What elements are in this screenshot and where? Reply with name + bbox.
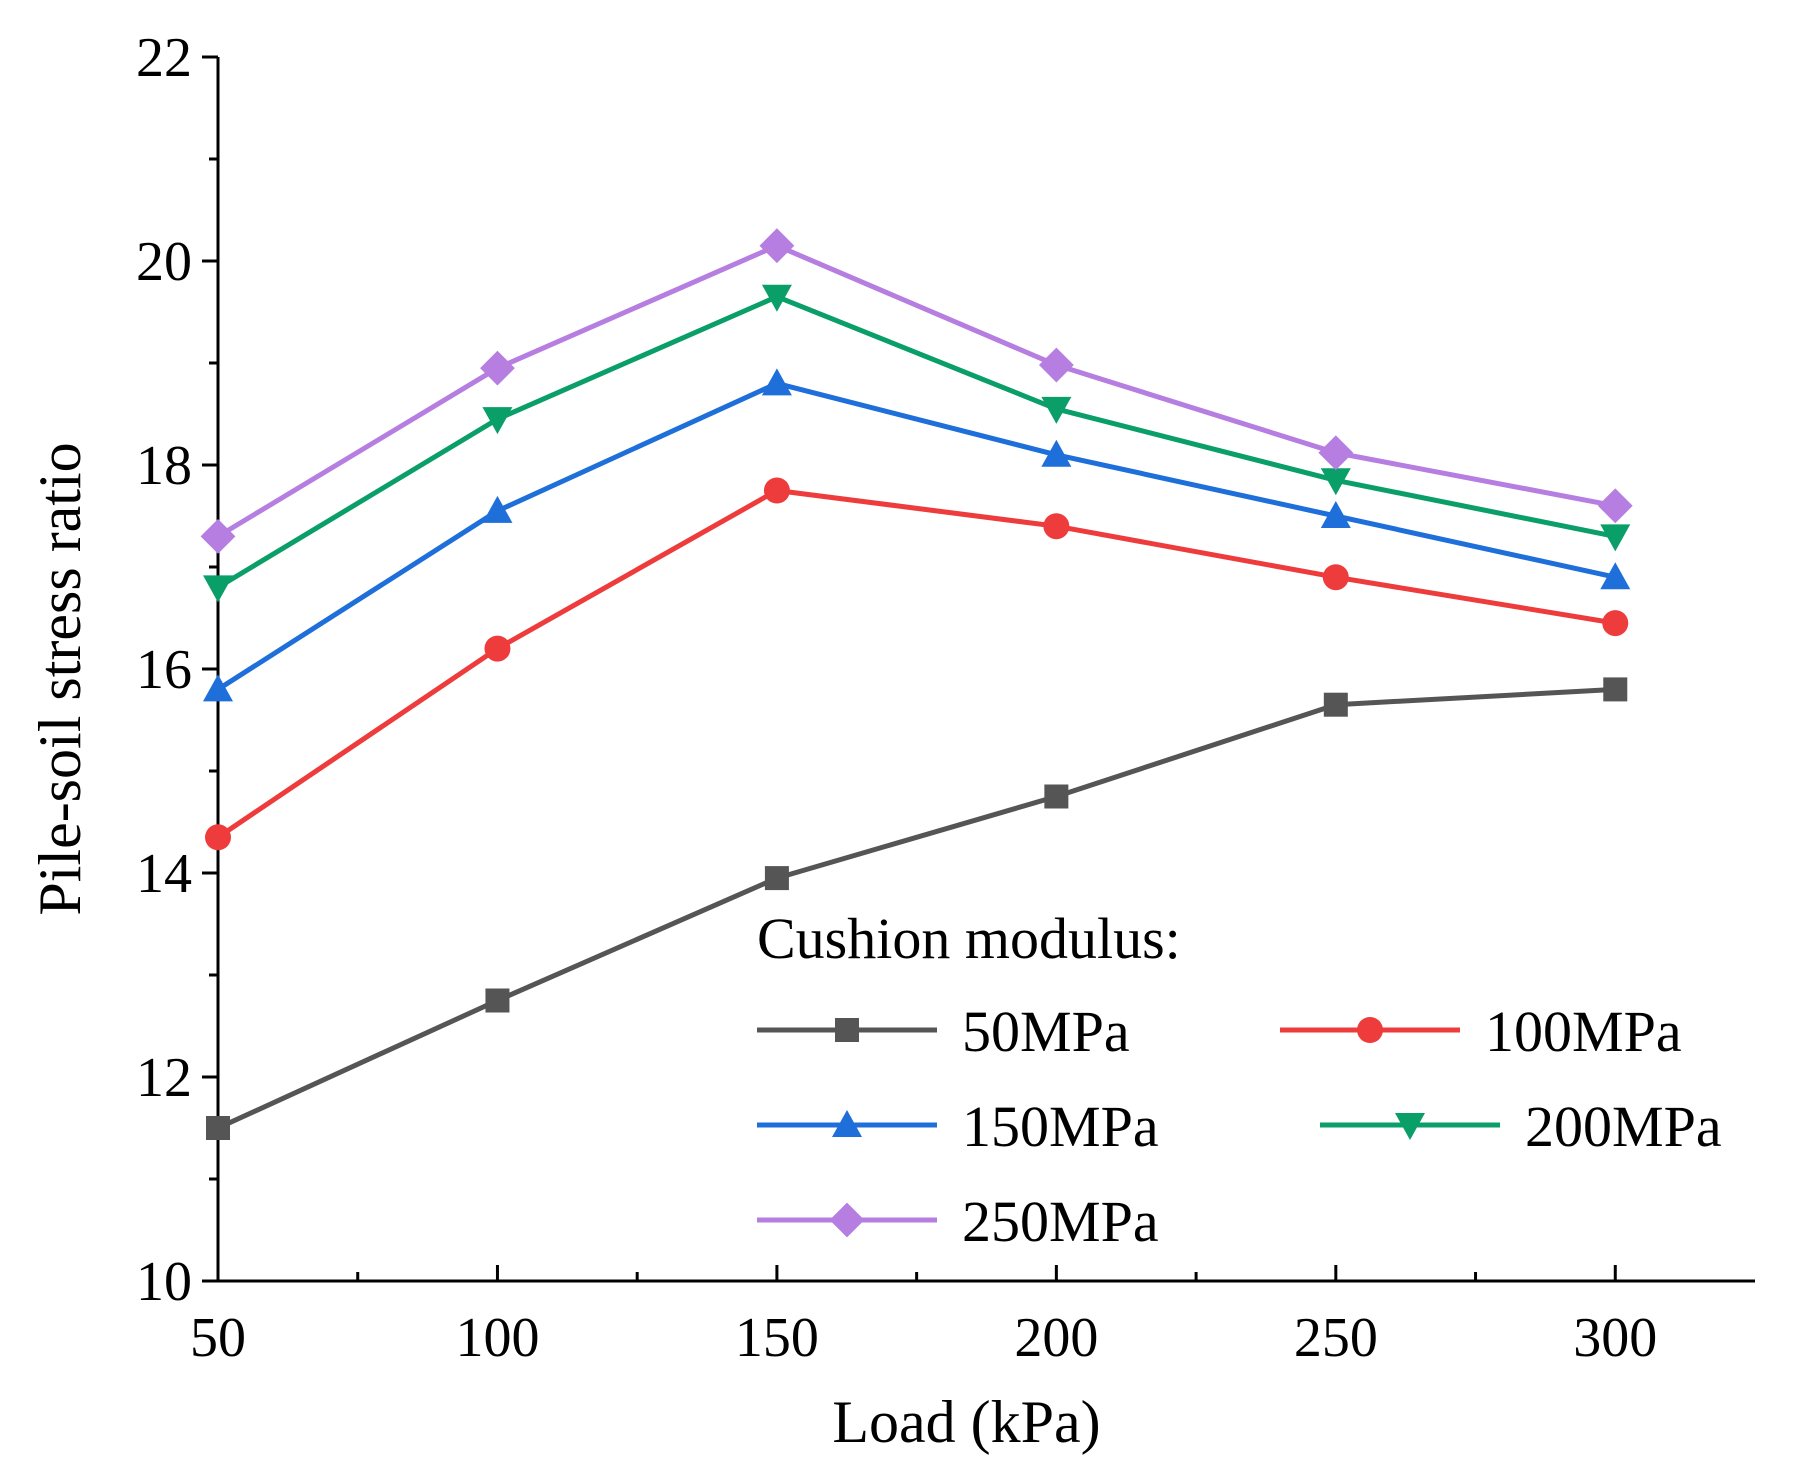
y-axis-title: Pile-soil stress ratio [27,442,93,915]
series-50MPa [206,677,1628,1140]
y-tick-label: 18 [136,435,192,497]
legend-item: 200MPa [1320,1094,1722,1159]
data-point [1041,439,1072,467]
data-point [1318,435,1354,471]
data-point [200,519,236,554]
data-point [205,824,231,851]
data-point [1603,677,1628,702]
x-axis-title: Load (kPa) [832,1389,1100,1455]
legend-item: 50MPa [757,999,1130,1064]
x-tick-label: 250 [1294,1307,1378,1369]
y-tick-label: 22 [136,27,192,89]
series-line [216,294,1616,590]
legend-marker [1395,1113,1425,1140]
data-point [1038,347,1074,383]
series-line [216,380,1616,692]
data-point [764,866,789,891]
y-tick-label: 20 [136,231,192,293]
data-point [484,635,511,662]
data-point [761,284,792,312]
data-point [1322,564,1349,591]
axes: 10 12 14 16 18 20 22 50 100 150 200 250 300 [136,27,1755,1369]
data-point [482,495,513,523]
series-layer [200,228,1633,1140]
legend-marker [832,1110,862,1137]
y-tick-label: 14 [136,843,192,905]
data-point [759,228,795,264]
series-100MPa [205,477,1629,851]
legend-label: 100MPa [1485,999,1682,1064]
legend: Cushion modulus: 50MPa 100MPa 150MPa 200MPa 2… [757,906,1722,1254]
y-tick-label: 12 [136,1047,192,1109]
data-point [1043,513,1070,540]
legend-item: 250MPa [757,1189,1159,1254]
series-line [216,686,1616,1131]
data-point [206,1116,230,1140]
legend-marker [829,1202,865,1238]
data-point [1044,784,1069,809]
x-tick-label: 100 [455,1307,539,1369]
legend-item: 150MPa [757,1094,1159,1159]
y-tick-label: 10 [136,1251,192,1313]
legend-marker [1357,1017,1383,1043]
legend-label: 150MPa [962,1094,1159,1159]
data-point [1323,692,1348,717]
legend-label: 50MPa [962,999,1130,1064]
legend-label: 200MPa [1525,1094,1722,1159]
x-tick-label: 200 [1014,1307,1098,1369]
series-200MPa [203,284,1631,603]
data-point [761,368,792,396]
data-point [1600,524,1631,552]
x-tick-label: 50 [190,1307,246,1369]
series-150MPa [203,368,1631,702]
data-point [485,988,510,1013]
legend-title: Cushion modulus: [757,906,1181,971]
data-point [1602,610,1629,637]
x-tick-label: 300 [1573,1307,1657,1369]
legend-marker [835,1018,859,1042]
data-point [1320,468,1351,496]
data-point [203,575,233,603]
data-point [763,477,790,504]
legend-label: 250MPa [962,1189,1159,1254]
data-point [1597,488,1633,524]
data-point [1600,562,1631,590]
data-point [203,674,233,702]
series-line [216,243,1616,539]
data-point [1041,396,1072,424]
data-point [482,407,513,435]
legend-item: 100MPa [1280,999,1682,1064]
x-tick-label: 150 [735,1307,819,1369]
data-point [480,350,515,386]
series-250MPa [200,228,1633,554]
y-tick-label: 16 [136,639,192,701]
series-line [216,488,1616,840]
data-point [1320,501,1351,528]
